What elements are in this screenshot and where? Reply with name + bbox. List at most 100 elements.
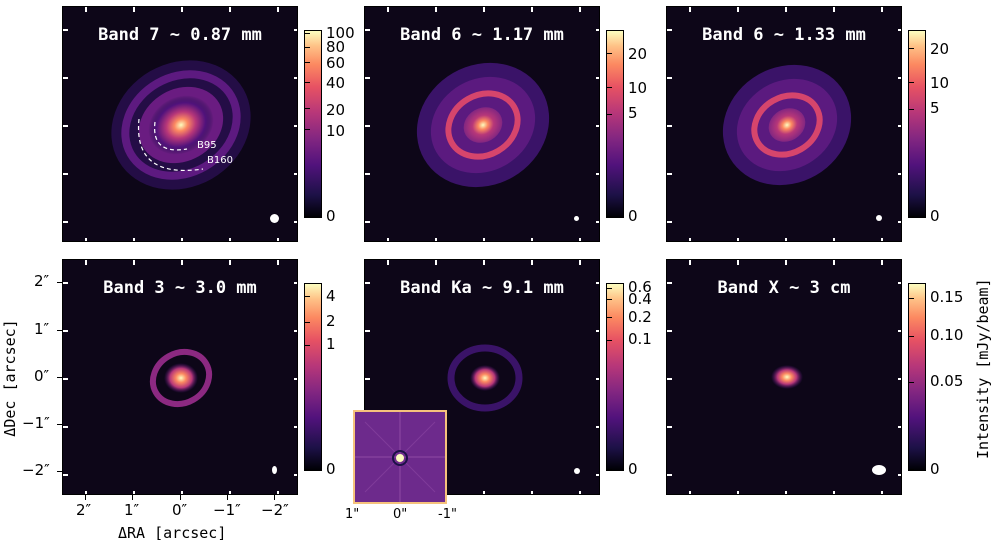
panel-edge-tick	[667, 282, 672, 284]
panel-edge-tick	[881, 7, 883, 12]
xtick-0: 0″	[172, 501, 188, 519]
panel-edge-tick	[737, 238, 739, 241]
panel-edge-tick	[596, 378, 599, 380]
colorbar-band7	[304, 30, 322, 218]
panel-edge-tick	[833, 260, 835, 265]
panel-edge-tick	[133, 238, 135, 241]
cb4-tick-4: 4	[326, 287, 336, 305]
ytick-0: 0″	[34, 367, 50, 385]
annotation-b95: B95	[197, 140, 217, 151]
panel-edge-tick	[898, 282, 901, 284]
panel-edge-tick	[63, 330, 68, 332]
panel-edge-tick	[667, 125, 672, 127]
panel-edge-tick	[737, 260, 739, 265]
cb2-tick-5: 5	[628, 104, 638, 122]
band6-133-image	[722, 64, 852, 186]
cb3-tick-5: 5	[930, 99, 940, 117]
panel-title: Band 3 ~ 3.0 mm	[103, 278, 257, 298]
panel-edge-tick	[229, 7, 231, 12]
y-axis-label: ΔDec [arcsec]	[1, 319, 19, 437]
ytick-m1: −1″	[22, 414, 50, 432]
cb6-tick-010: 0.10	[930, 326, 964, 344]
panel-edge-tick	[579, 7, 581, 12]
panel-edge-tick	[785, 260, 787, 265]
panel-edge-tick	[667, 29, 672, 31]
colorbar-band-ka	[606, 283, 624, 471]
panel-edge-tick	[596, 221, 599, 223]
band7-image: B95 B160	[111, 60, 251, 190]
panel-edge-tick	[387, 238, 389, 241]
cb6-tick-015: 0.15	[930, 288, 964, 306]
panel-edge-tick	[667, 426, 672, 428]
panel-edge-tick	[181, 491, 183, 494]
panel-edge-tick	[294, 77, 297, 79]
panel-edge-tick	[365, 378, 370, 380]
cb1-tick-100: 100	[326, 24, 355, 42]
panel-edge-tick	[667, 330, 672, 332]
panel-edge-tick	[689, 238, 691, 241]
panel-edge-tick	[133, 491, 135, 494]
xtick-m1: −1″	[213, 501, 241, 519]
beam-ellipse	[270, 214, 279, 223]
panel-edge-tick	[133, 7, 135, 12]
panel-edge-tick	[596, 282, 599, 284]
panel-edge-tick	[435, 7, 437, 12]
band6-117-image	[416, 62, 550, 188]
cb2-tick-0: 0	[628, 207, 638, 225]
panel-edge-tick	[785, 491, 787, 494]
panel-edge-tick	[898, 173, 901, 175]
panel-edge-tick	[365, 282, 370, 284]
colorbar-band-x	[908, 283, 926, 471]
panel-edge-tick	[596, 29, 599, 31]
panel-edge-tick	[435, 238, 437, 241]
panel-edge-tick	[667, 221, 672, 223]
panel-band6-133: Band 6 ~ 1.33 mm	[666, 6, 902, 242]
panel-edge-tick	[785, 7, 787, 12]
ytick-2: 2″	[34, 272, 50, 290]
panel-edge-tick	[833, 238, 835, 241]
panel-title: Band X ~ 3 cm	[717, 278, 851, 298]
colorbar-band6-117	[606, 30, 624, 218]
panel-edge-tick	[365, 125, 370, 127]
panel-title: Band 7 ~ 0.87 mm	[98, 25, 262, 45]
panel-edge-tick	[229, 238, 231, 241]
panel-edge-tick	[483, 491, 485, 494]
panel-edge-tick	[63, 29, 68, 31]
panel-edge-tick	[898, 426, 901, 428]
panel-edge-tick	[596, 426, 599, 428]
cb3-tick-0: 0	[930, 207, 940, 225]
panel-edge-tick	[667, 378, 672, 380]
panel-edge-tick	[833, 491, 835, 494]
xtick-2: 2″	[76, 501, 92, 519]
beam-ellipse	[574, 468, 580, 474]
panel-edge-tick	[667, 77, 672, 79]
panel-edge-tick	[531, 260, 533, 265]
inset-xtick-0: 0"	[393, 507, 408, 522]
panel-edge-tick	[63, 173, 68, 175]
cb1-tick-40: 40	[326, 74, 346, 92]
panel-edge-tick	[63, 77, 68, 79]
panel-edge-tick	[63, 221, 68, 223]
beam-ellipse	[872, 465, 886, 475]
panel-edge-tick	[294, 29, 297, 31]
panel-edge-tick	[294, 378, 297, 380]
panel-edge-tick	[881, 491, 883, 494]
panel-edge-tick	[365, 173, 370, 175]
cb6-tick-0: 0	[930, 460, 940, 478]
panel-title: Band Ka ~ 9.1 mm	[400, 278, 564, 298]
inset-xtick-m1: -1"	[438, 507, 457, 522]
panel-edge-tick	[483, 260, 485, 265]
panel-edge-tick	[737, 491, 739, 494]
cb2-tick-20: 20	[628, 45, 648, 63]
ytick-m2: −2″	[22, 461, 50, 479]
panel-edge-tick	[294, 221, 297, 223]
colorbar-band6-133	[908, 30, 926, 218]
panel-edge-tick	[531, 238, 533, 241]
xtick-m2: −2″	[261, 501, 289, 519]
panel-title: Band 6 ~ 1.33 mm	[702, 25, 866, 45]
panel-edge-tick	[365, 330, 370, 332]
panel-edge-tick	[898, 29, 901, 31]
panel-edge-tick	[294, 426, 297, 428]
cb1-tick-60: 60	[326, 54, 346, 72]
panel-edge-tick	[85, 7, 87, 12]
